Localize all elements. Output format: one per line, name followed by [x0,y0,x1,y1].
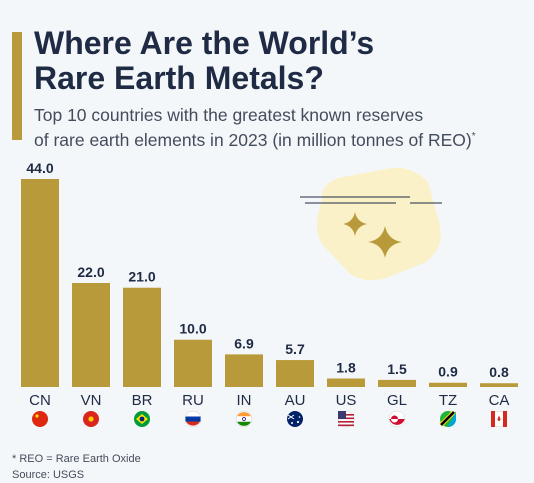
value-label-in: 6.9 [234,335,254,351]
category-label-in: IN [237,392,252,409]
bar-br [123,287,161,387]
sparkle-badge-icon [300,167,442,281]
bar-au [276,360,314,387]
category-label-ru: RU [182,392,204,409]
bar-ca [480,383,518,387]
category-label-ca: CA [489,392,510,409]
bar-gl [378,379,416,387]
subtitle-line-2-text: of rare earth elements in 2023 (in milli… [34,129,472,150]
title-line-2: Rare Earth Metals? [34,60,324,96]
value-label-vn: 22.0 [77,264,104,280]
footnote-note: * REO = Rare Earth Oxide [12,453,141,465]
category-label-tz: TZ [439,392,457,409]
russia-flag-icon [184,410,202,428]
bar-cn [21,179,59,387]
value-label-ru: 10.0 [179,321,206,337]
value-label-gl: 1.5 [387,361,407,377]
bar-in [225,354,263,387]
bar-ru [174,339,212,387]
subtitle-line-1: Top 10 countries with the greatest known… [34,105,424,125]
value-label-au: 5.7 [285,341,305,357]
bars-group: 44.0 CN 22.0 VN 21.0 BR 10.0 RU 6.9 IN 5.7 AU 1.8 US 1… [21,160,518,409]
bar-us [327,378,365,387]
flags-group [32,410,508,428]
category-label-br: BR [132,392,153,409]
value-label-ca: 0.8 [489,364,509,380]
category-label-au: AU [285,392,306,409]
vietnam-flag-icon [83,411,99,427]
india-flag-icon [235,410,253,428]
category-label-vn: VN [81,392,102,409]
bar-vn [72,283,110,387]
subtitle-line-2: of rare earth elements in 2023 (in milli… [34,126,514,151]
subtitle-footnote-mark: * [471,131,476,142]
category-label-cn: CN [29,392,51,409]
page-title: Where Are the World’s Rare Earth Metals? [34,26,504,96]
page-subtitle: Top 10 countries with the greatest known… [34,104,514,151]
us-flag-icon [337,410,355,428]
value-label-tz: 0.9 [438,364,458,380]
greenland-flag-icon [388,410,406,428]
bar-tz [429,382,467,387]
australia-flag-icon [287,411,303,427]
value-label-us: 1.8 [336,359,356,375]
category-label-us: US [336,392,357,409]
brazil-flag-icon [134,411,150,427]
tanzania-flag-icon [439,410,456,427]
category-label-gl: GL [387,392,407,409]
title-accent-bar [12,32,22,140]
canada-flag-icon [490,410,508,428]
footnote-source: Source: USGS [12,469,85,481]
title-line-1: Where Are the World’s [34,25,375,61]
value-label-cn: 44.0 [26,160,53,176]
value-label-br: 21.0 [128,269,155,285]
footnote: * REO = Rare Earth Oxide Source: USGS [12,451,141,483]
china-flag-icon [32,411,48,427]
